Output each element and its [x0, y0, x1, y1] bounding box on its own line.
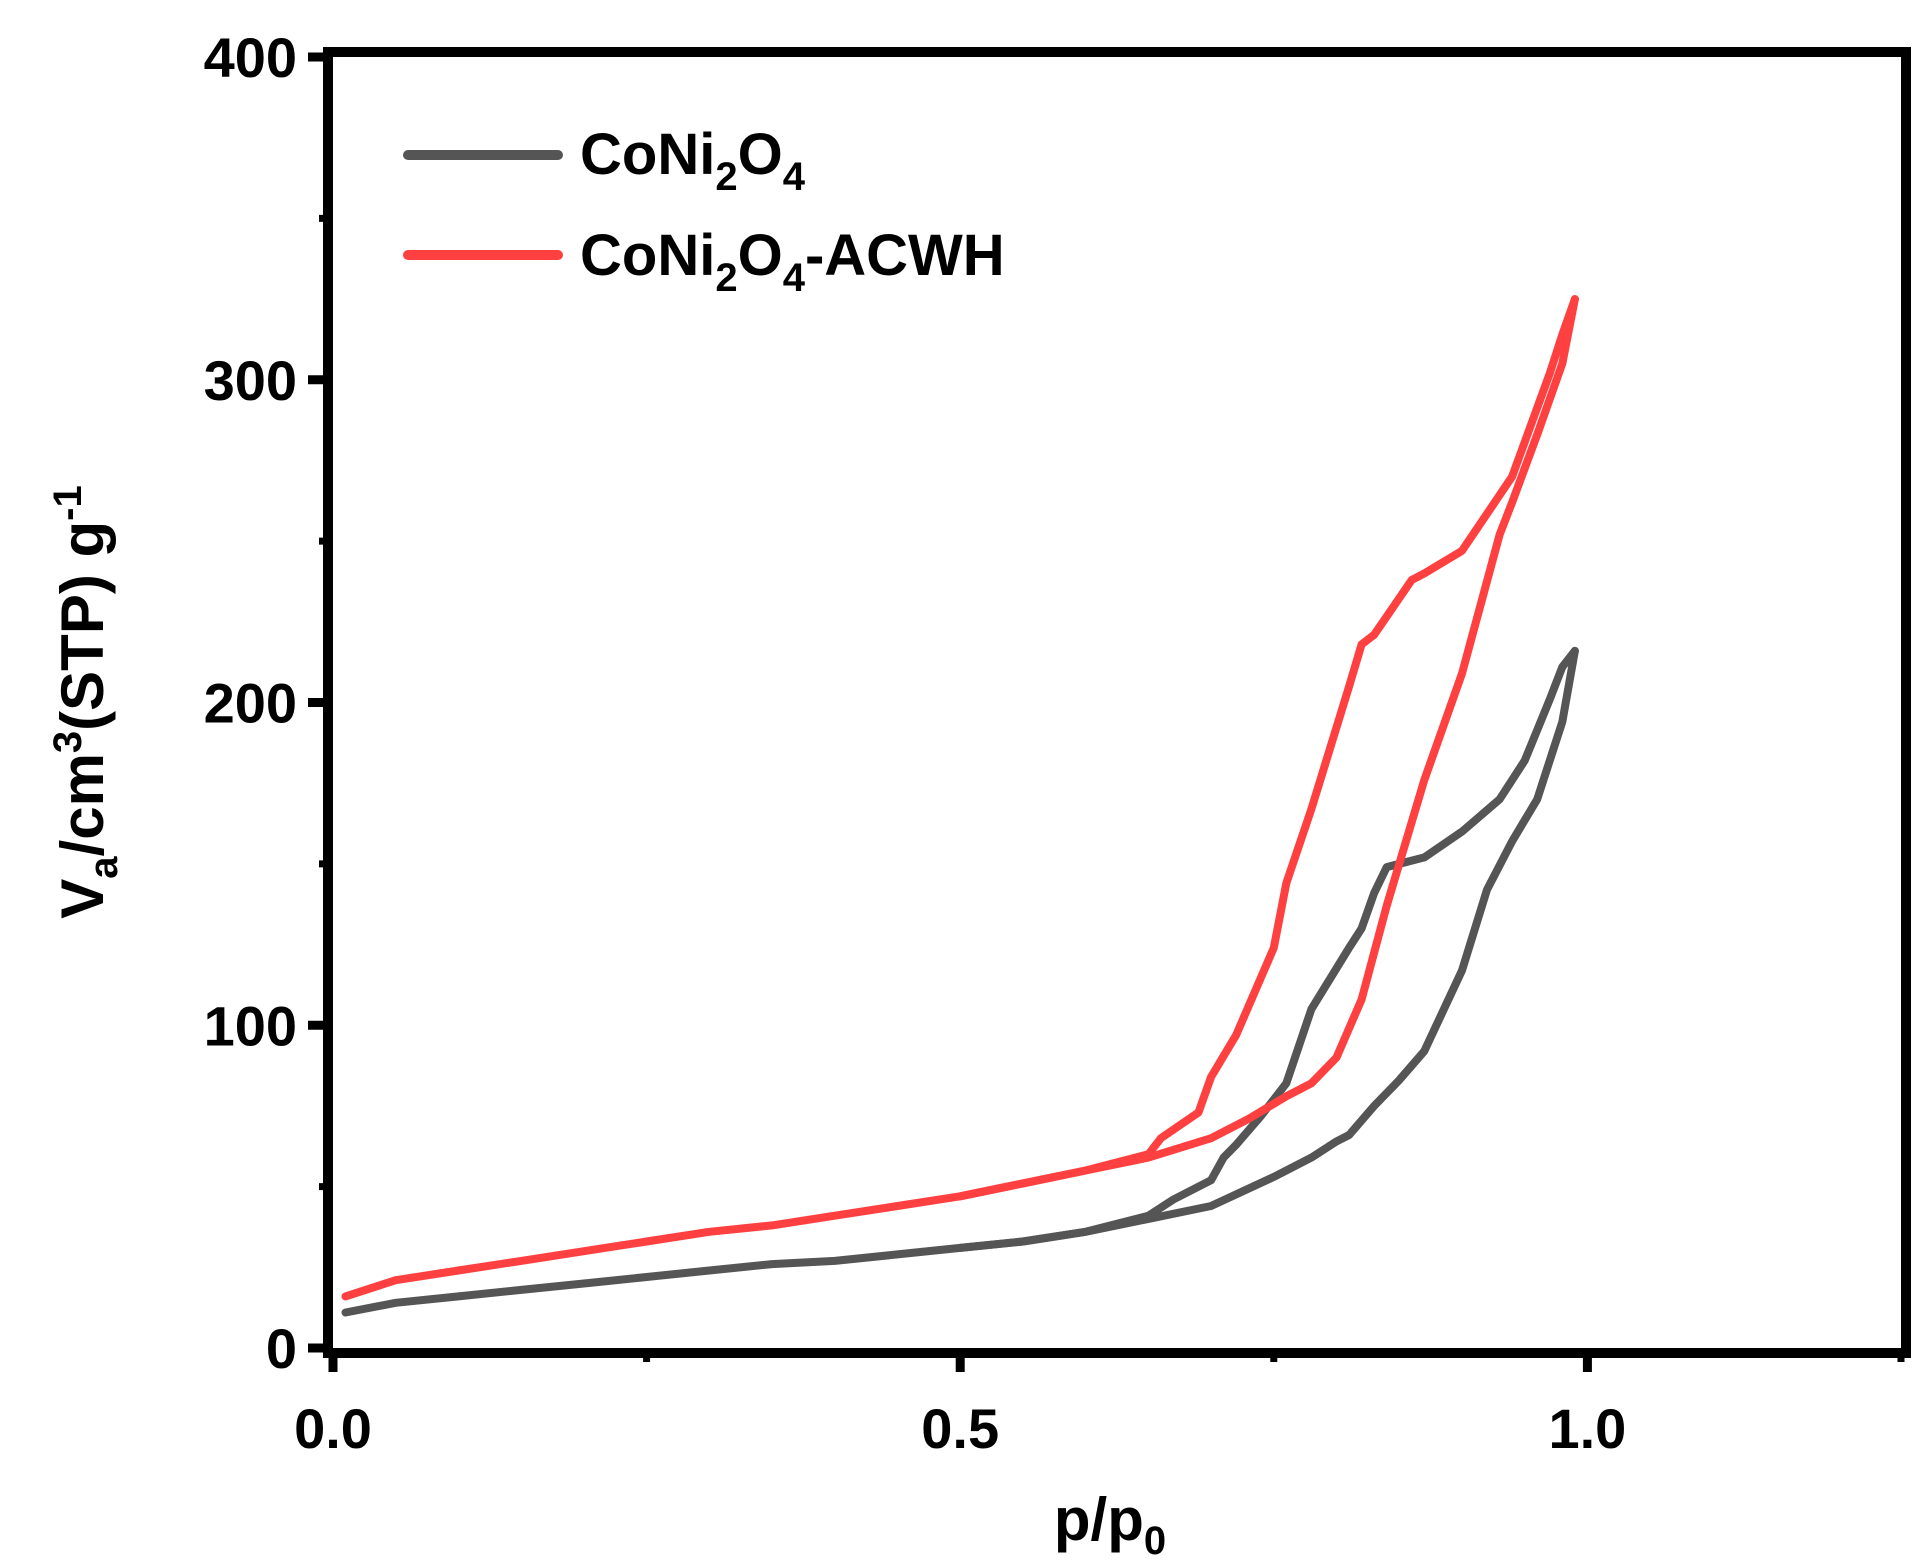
- series-coni2o4-acwh-desorption: [956, 295, 1579, 1201]
- y-axis-title: Va/cm3(STP) g-1: [46, 485, 126, 918]
- series-coni2o4-desorption: [956, 646, 1579, 1252]
- series-coni2o4-adsorption: [341, 646, 1579, 1317]
- y-tick-label: 400: [204, 26, 297, 89]
- plot-frame: [323, 47, 1911, 1358]
- x-axis-title: p/p0: [1054, 1486, 1166, 1562]
- y-tick-label: 300: [204, 349, 297, 412]
- y-tick-label: 0: [266, 1317, 297, 1380]
- series-coni2o4-acwh-adsorption: [341, 295, 1579, 1301]
- x-tick-label: 0.0: [294, 1397, 372, 1460]
- legend-label-coni2o4: CoNi2O4: [580, 122, 806, 199]
- x-tick-label: 1.0: [1548, 1397, 1626, 1460]
- x-tick-label: 0.5: [921, 1397, 999, 1460]
- tick-layer: 0 100 200 300 400 0.0 0.5 1.0: [204, 26, 1905, 1460]
- y-tick-label: 100: [204, 994, 297, 1057]
- legend: CoNi2O4 CoNi2O4-ACWH: [403, 122, 1005, 300]
- y-tick-label: 200: [204, 672, 297, 735]
- series-layer: [341, 295, 1579, 1317]
- legend-label-coni2o4-acwh: CoNi2O4-ACWH: [580, 223, 1005, 300]
